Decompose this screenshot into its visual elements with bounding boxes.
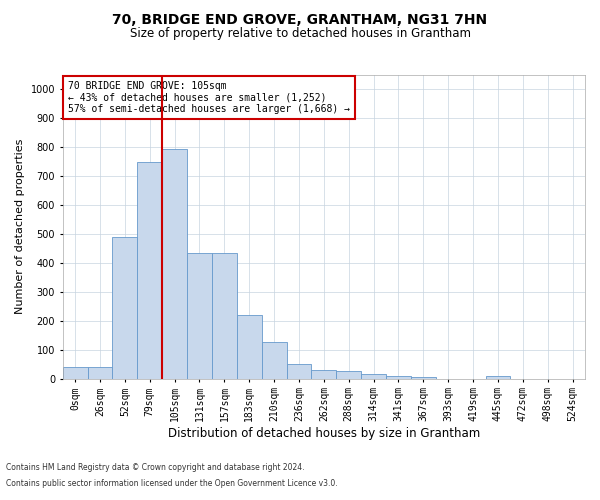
Bar	[212, 253, 237, 378]
Bar	[336, 372, 361, 378]
Bar	[411, 377, 436, 378]
Bar	[386, 376, 411, 378]
Text: 70, BRIDGE END GROVE, GRANTHAM, NG31 7HN: 70, BRIDGE END GROVE, GRANTHAM, NG31 7HN	[112, 12, 488, 26]
Bar	[187, 253, 212, 378]
Bar	[62, 367, 88, 378]
Bar	[162, 148, 187, 378]
Text: Size of property relative to detached houses in Grantham: Size of property relative to detached ho…	[130, 28, 470, 40]
Text: Contains public sector information licensed under the Open Government Licence v3: Contains public sector information licen…	[6, 478, 338, 488]
Bar	[262, 342, 287, 378]
Bar	[112, 237, 137, 378]
Bar	[361, 374, 386, 378]
Text: 70 BRIDGE END GROVE: 105sqm
← 43% of detached houses are smaller (1,252)
57% of : 70 BRIDGE END GROVE: 105sqm ← 43% of det…	[68, 81, 350, 114]
Bar	[137, 162, 162, 378]
Text: Contains HM Land Registry data © Crown copyright and database right 2024.: Contains HM Land Registry data © Crown c…	[6, 464, 305, 472]
Y-axis label: Number of detached properties: Number of detached properties	[15, 139, 25, 314]
Bar	[88, 367, 112, 378]
Bar	[485, 376, 511, 378]
Bar	[237, 315, 262, 378]
Bar	[287, 364, 311, 378]
X-axis label: Distribution of detached houses by size in Grantham: Distribution of detached houses by size …	[168, 427, 480, 440]
Bar	[311, 370, 336, 378]
